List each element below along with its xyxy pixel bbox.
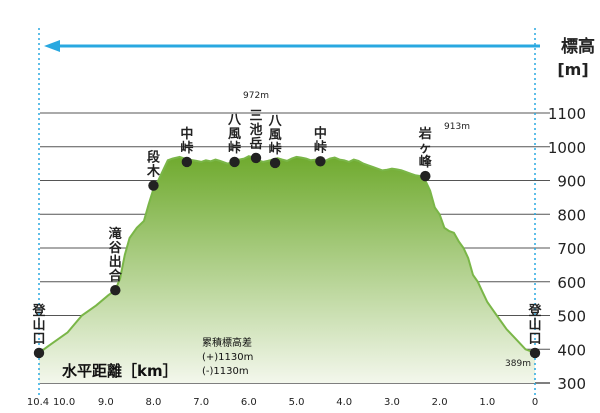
- waypoint: 段木: [146, 150, 161, 191]
- x-tick-label: 10.4: [27, 397, 49, 408]
- waypoint: 登山口: [527, 303, 542, 359]
- waypoint-label: 三池岳: [249, 109, 262, 152]
- x-tick-label: 6.0: [241, 397, 257, 408]
- y-tick-label: 700: [557, 240, 586, 258]
- y-tick-label: 800: [557, 206, 586, 224]
- profile-line: [38, 155, 536, 354]
- waypoint-label: 登山口: [527, 303, 542, 347]
- waypoint: 登山口: [31, 303, 46, 359]
- x-axis-tick-labels: 10.4 10.0 9.0 8.0 7.0 6.0 5.0 4.0 3.0 2.0 1.0 0: [27, 397, 538, 408]
- waypoint-dot: [250, 152, 262, 164]
- y-tick-label: 300: [557, 375, 586, 393]
- waypoint: 滝谷出合: [109, 226, 123, 296]
- x-tick-label: 0: [532, 397, 538, 408]
- end-elevation-label: 389m: [505, 359, 531, 369]
- direction-arrow: [44, 40, 540, 52]
- x-tick-label: 3.0: [384, 397, 400, 408]
- waypoint: 中峠: [314, 125, 327, 167]
- cumulative-up: (+)1130m: [202, 352, 253, 363]
- waypoint-dot: [33, 347, 45, 359]
- y-axis-label: 標高: [561, 36, 595, 57]
- right-peak-elevation-label: 913m: [444, 122, 470, 132]
- waypoint: 岩ヶ峰: [418, 126, 433, 182]
- waypoint-label: 段木: [146, 150, 161, 180]
- x-tick-label: 2.0: [432, 397, 448, 408]
- y-tick-label: 900: [557, 173, 586, 191]
- y-axis-tick-labels: 300 400 500 600 700 800 900 1000 1100: [548, 105, 586, 393]
- waypoint: 八風峠: [268, 114, 283, 169]
- y-tick-label: 400: [557, 341, 586, 359]
- x-tick-label: 8.0: [146, 397, 162, 408]
- waypoint-dot: [529, 347, 541, 359]
- peak-elevation-label: 972m: [243, 91, 269, 101]
- waypoint-label: 登山口: [31, 303, 46, 347]
- y-tick-label: 600: [557, 274, 586, 292]
- y-axis-unit: [m]: [557, 60, 588, 79]
- annotations: 標高 [m] 水平距離［km］ 972m 913m 389m 累積標高差 (+)…: [62, 36, 595, 380]
- x-tick-label: 10.0: [53, 397, 75, 408]
- x-tick-label: 5.0: [289, 397, 305, 408]
- waypoint-dot: [148, 180, 159, 191]
- x-tick-label: 7.0: [193, 397, 209, 408]
- cumulative-title: 累積標高差: [202, 336, 252, 349]
- waypoint-dot: [229, 156, 240, 168]
- y-tick-label: 1100: [548, 105, 586, 123]
- waypoint-dot: [315, 156, 326, 167]
- waypoint-label: 中峠: [314, 125, 327, 155]
- y-tick-label: 500: [557, 308, 586, 326]
- waypoint-dot: [420, 170, 431, 182]
- waypoint-label: 滝谷出合: [109, 226, 123, 284]
- waypoint: 八風峠: [227, 113, 242, 168]
- profile-fill: [39, 156, 535, 383]
- x-tick-label: 4.0: [336, 397, 352, 408]
- x-tick-label: 1.0: [479, 397, 495, 408]
- y-tick-label: 1000: [548, 139, 586, 157]
- waypoint-dot: [110, 284, 121, 296]
- waypoint: 三池岳: [249, 109, 263, 164]
- x-axis-label: 水平距離［km］: [62, 362, 178, 380]
- waypoint-label: 中峠: [180, 126, 193, 156]
- cumulative-down: (-)1130m: [202, 366, 249, 377]
- waypoint-label: 八風峠: [227, 113, 242, 156]
- start-end-guides: [38, 28, 536, 395]
- waypoint-label: 岩ヶ峰: [418, 126, 433, 170]
- direction-arrow-head: [44, 40, 60, 52]
- waypoint-dot: [181, 156, 193, 168]
- profile-area: [38, 155, 536, 383]
- waypoint-dot: [269, 157, 281, 169]
- x-tick-label: 9.0: [98, 397, 114, 408]
- waypoint-label: 八風峠: [268, 114, 283, 157]
- waypoint: 中峠: [180, 126, 193, 168]
